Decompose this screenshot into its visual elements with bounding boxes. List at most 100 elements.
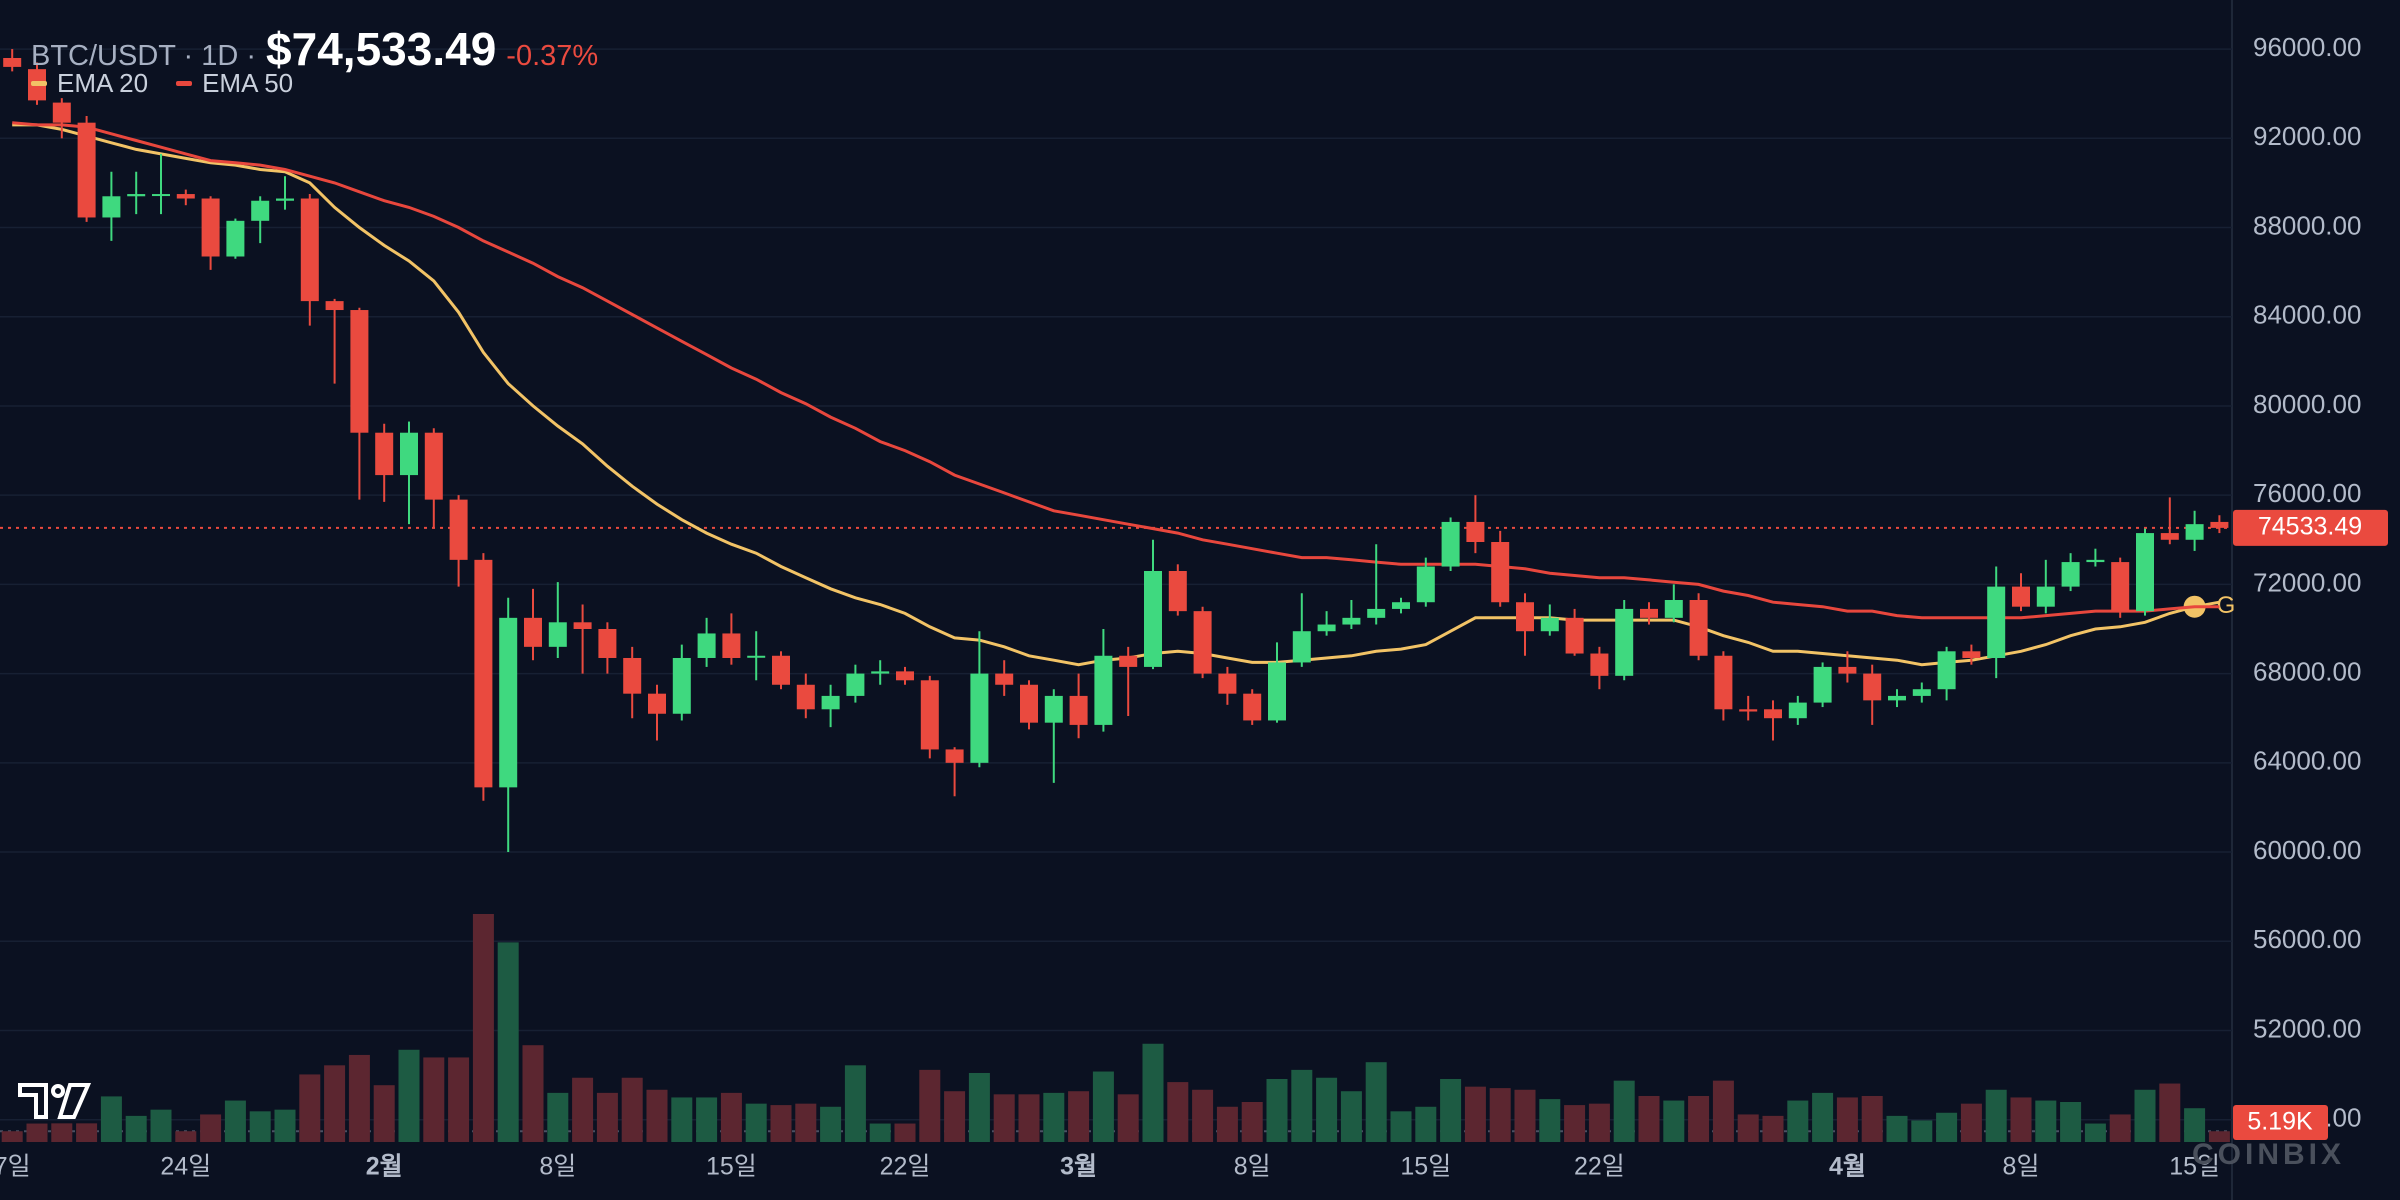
ema-line	[12, 123, 2220, 667]
candle-body	[276, 198, 294, 201]
volume-badge-label: 5.19K	[2247, 1108, 2313, 1136]
y-tick-label: 84000.00	[2253, 300, 2361, 330]
candle-body	[77, 122, 96, 218]
candle-body	[1640, 608, 1658, 618]
volume-bar	[720, 1092, 742, 1142]
candle-body	[300, 198, 319, 302]
volume-bar	[274, 1109, 296, 1142]
volume-bar	[125, 1115, 147, 1142]
header: BTC/USDT · 1D · $74,533.49 -0.37%	[31, 22, 598, 76]
volume-bar	[100, 1096, 122, 1142]
volume-bar	[745, 1103, 767, 1142]
legend-swatch	[31, 81, 47, 86]
candle-body	[1044, 695, 1063, 723]
candle-body	[1094, 655, 1113, 725]
volume-bar	[1663, 1100, 1685, 1142]
y-tick-label: 88000.00	[2253, 210, 2361, 240]
symbol-title: BTC/USDT · 1D ·	[31, 40, 257, 72]
candle-body	[325, 301, 344, 311]
candle-body	[1193, 611, 1212, 674]
candle-body	[548, 622, 567, 647]
legend-label: EMA 20	[57, 68, 149, 98]
watermark: COINBIX	[2192, 1138, 2345, 1171]
volume-bar	[2109, 1114, 2131, 1142]
volume-bar	[671, 1097, 693, 1142]
volume-bar	[373, 1085, 395, 1142]
candle-body	[1218, 673, 1237, 694]
volume-bar	[1688, 1095, 1710, 1142]
candle-body	[1565, 617, 1584, 654]
volume-bar	[448, 1057, 470, 1142]
overlay-lines: G	[12, 121, 2235, 667]
candle-body	[970, 673, 989, 763]
volume-bar	[1440, 1078, 1462, 1142]
y-tick-label: 64000.00	[2253, 746, 2361, 776]
x-tick-label: 8일	[539, 1153, 576, 1181]
volume-bar	[1117, 1094, 1139, 1142]
candle-body	[424, 432, 443, 500]
volume-bar	[1712, 1080, 1734, 1142]
candle-body	[2136, 533, 2154, 612]
candle-body	[1144, 571, 1162, 667]
volume-bar	[1936, 1112, 1958, 1142]
candle-body	[920, 680, 939, 750]
candle-body	[598, 628, 617, 658]
candle-body	[2160, 533, 2179, 540]
candle-body	[1788, 702, 1807, 719]
candle-body	[1615, 608, 1634, 676]
y-tick-label: 60000.00	[2253, 835, 2361, 865]
x-tick-label: 22일	[880, 1153, 931, 1181]
x-tick-label: 7일	[0, 1153, 31, 1181]
volume-bar	[1812, 1092, 1834, 1142]
candle-body	[127, 194, 146, 197]
volume-bar	[51, 1123, 73, 1142]
volume-bar	[1390, 1111, 1412, 1142]
volume-bar	[1142, 1043, 1164, 1142]
candle-body	[2111, 562, 2130, 612]
volume-bar	[770, 1105, 792, 1142]
volume-bar	[1985, 1089, 2007, 1142]
volume-bar	[1539, 1099, 1561, 1142]
volume-bar	[1886, 1115, 1908, 1142]
candle-body	[1069, 695, 1088, 725]
candle-body	[896, 671, 914, 681]
volume-bar	[1737, 1114, 1759, 1142]
candle-body	[945, 749, 964, 763]
volume-bar	[1415, 1106, 1437, 1142]
volume-bar	[1489, 1088, 1511, 1142]
volume-bar	[1960, 1103, 1982, 1142]
volume-bar	[76, 1123, 98, 1142]
volume-bar	[1911, 1120, 1933, 1142]
candle-body	[796, 684, 815, 710]
price-axis: 48000.0052000.0056000.0060000.0064000.00…	[0, 32, 2388, 1181]
candle-body	[1714, 655, 1733, 710]
x-tick-label: 24일	[160, 1153, 211, 1181]
candle-body	[1937, 651, 1956, 690]
volume-bar	[1192, 1089, 1214, 1142]
candle-body	[226, 220, 245, 257]
x-tick-label: 15일	[2169, 1153, 2220, 1181]
candle-body	[1466, 521, 1485, 543]
volume-bar	[472, 914, 494, 1142]
y-tick-label: 72000.00	[2253, 567, 2361, 597]
x-tick-label: 15일	[706, 1153, 757, 1181]
volume-bar	[621, 1077, 643, 1142]
candle-body	[722, 633, 741, 658]
candle-body	[1912, 689, 1931, 696]
candle-body	[1764, 709, 1782, 719]
candle-body	[995, 673, 1014, 685]
candle-body	[1441, 521, 1460, 567]
candle-body	[176, 194, 195, 199]
volume-bar	[1043, 1092, 1065, 1142]
y-tick-label: 56000.00	[2253, 924, 2361, 954]
candle-body	[3, 57, 22, 67]
x-tick-label: 3월	[1060, 1153, 1097, 1181]
candle-body	[821, 695, 840, 710]
candle-body	[251, 200, 270, 221]
candle-body	[1987, 586, 2006, 658]
candle-body	[152, 194, 170, 197]
volume-bar	[249, 1111, 271, 1142]
candle-body	[573, 622, 592, 629]
volume-bar	[224, 1100, 246, 1142]
legend-label: EMA 50	[202, 68, 294, 98]
